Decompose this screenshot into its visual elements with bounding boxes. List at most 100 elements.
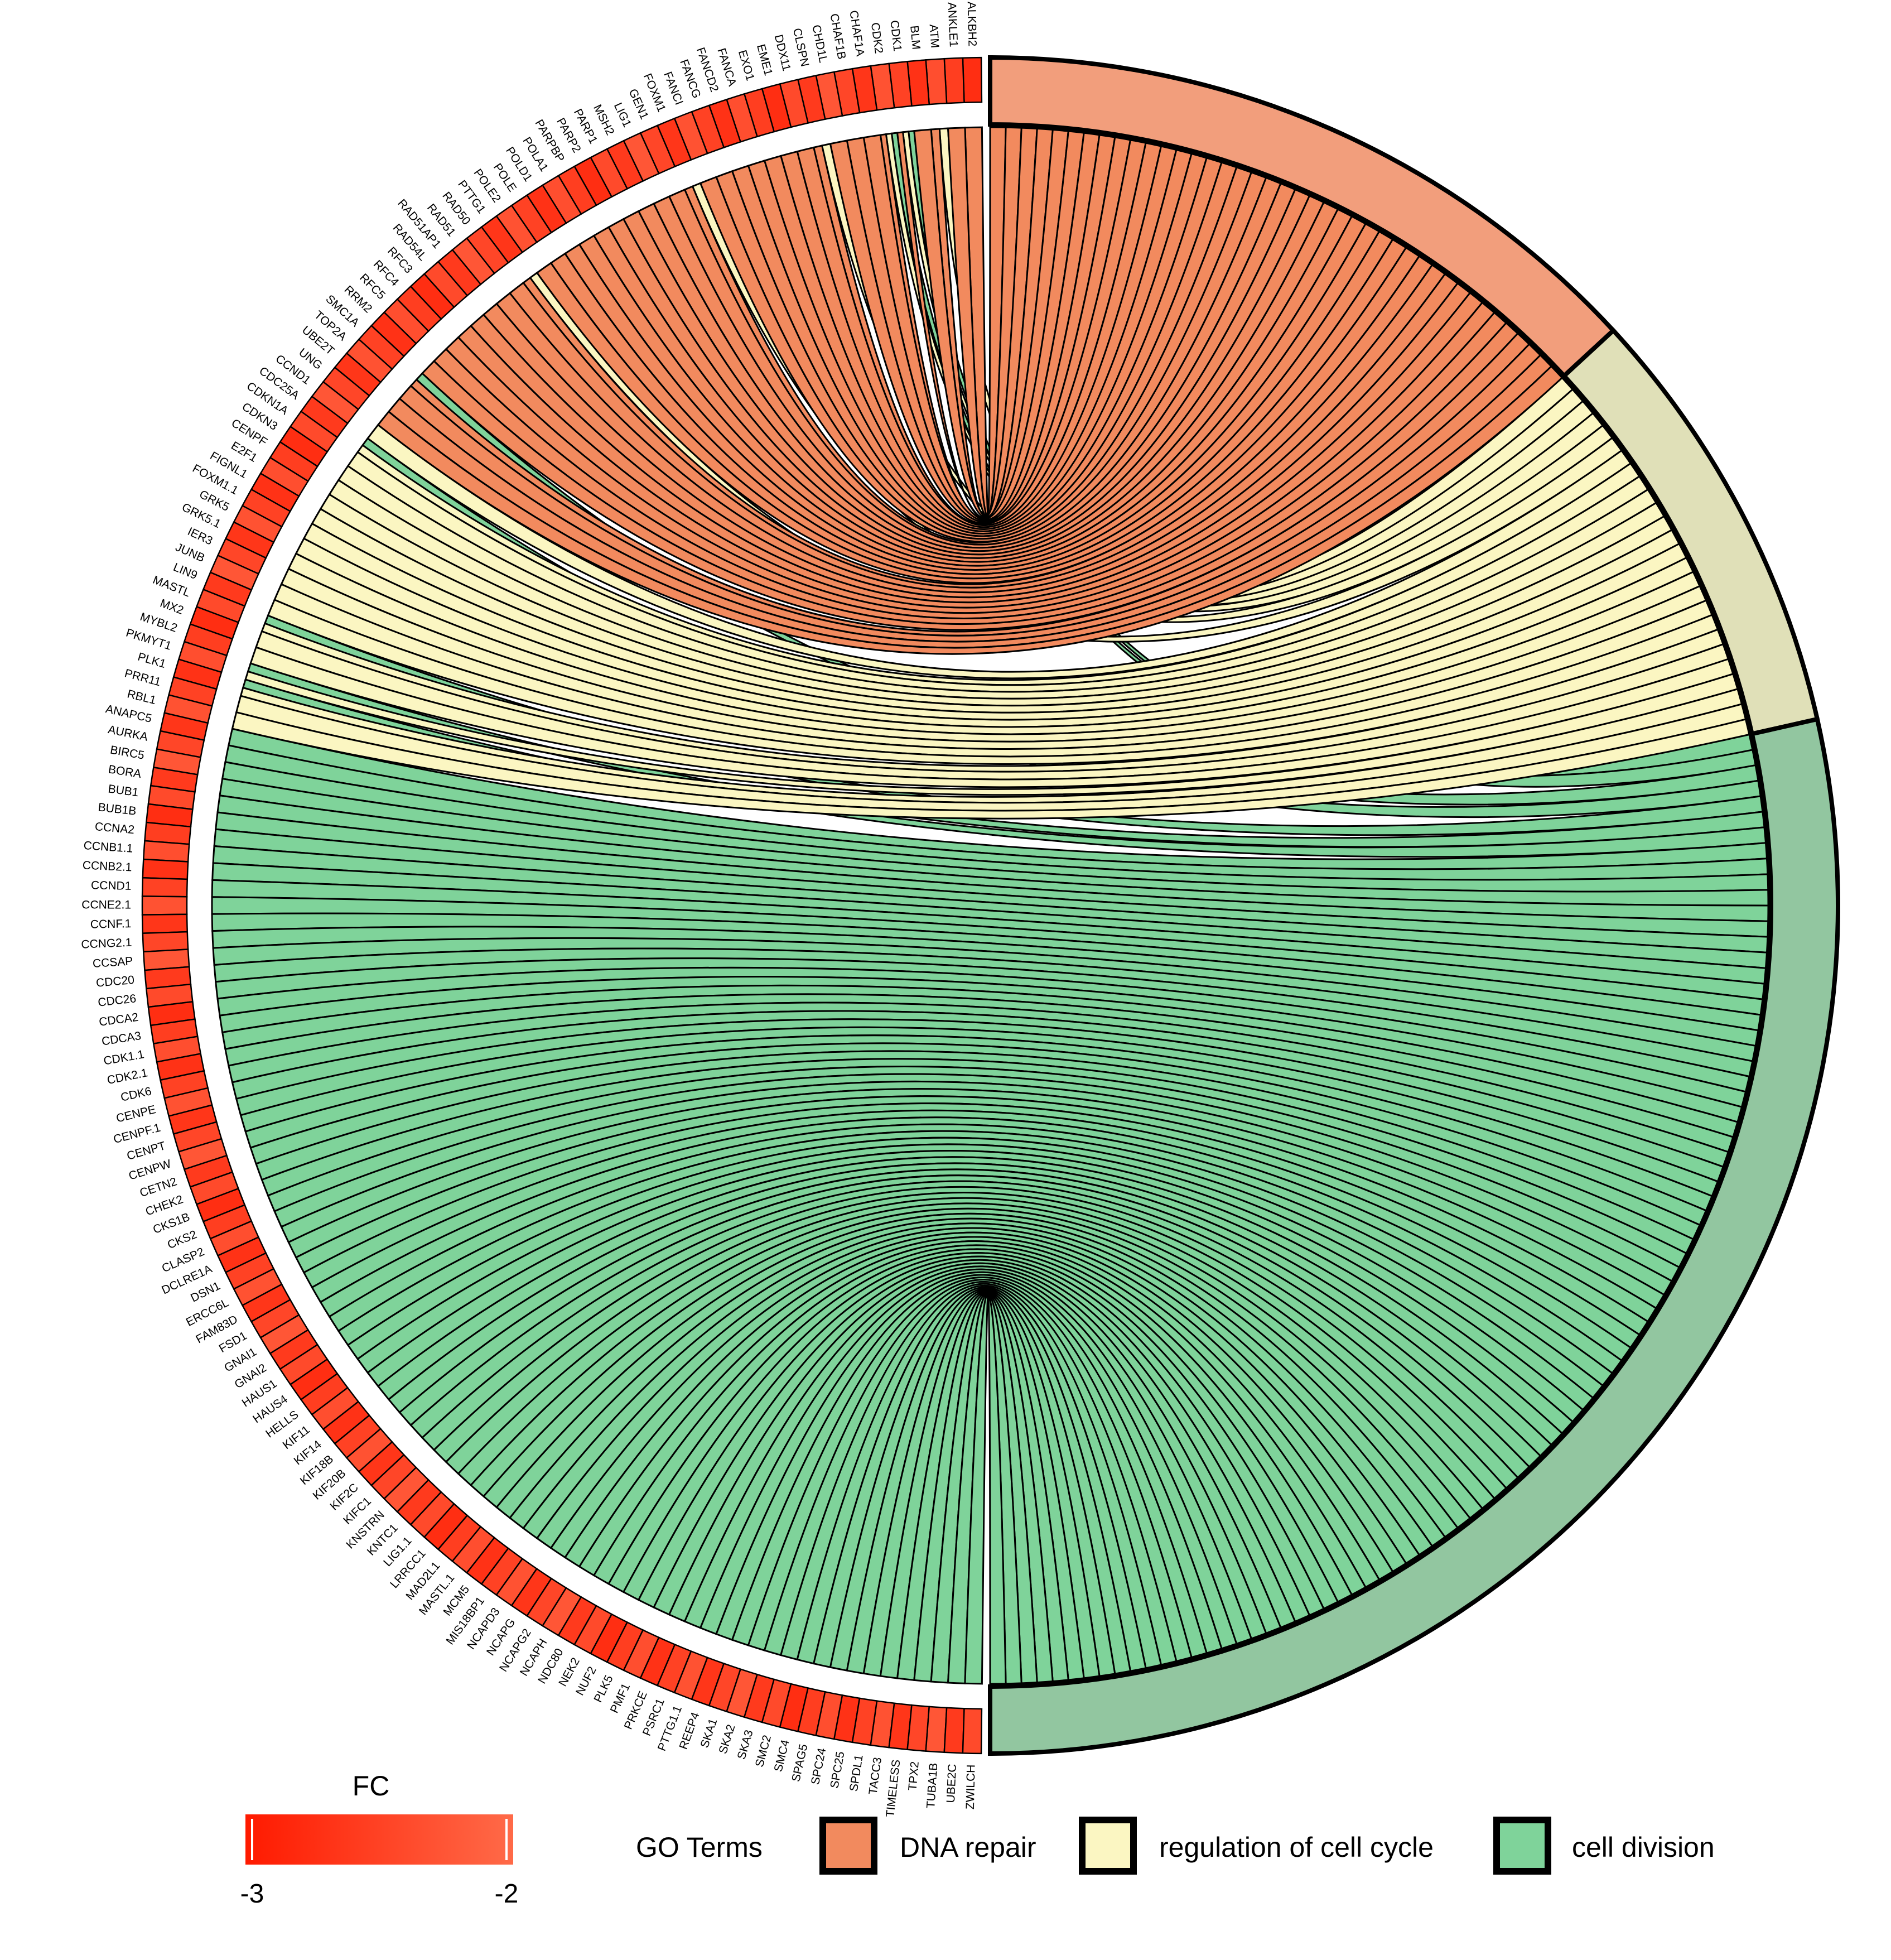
gene-cell-kif14 [322, 1400, 370, 1445]
gene-cell-nuf2 [590, 1613, 629, 1663]
gene-cell-fancd2 [708, 98, 742, 148]
go-legend-item-dna-repair: DNA repair [819, 1817, 1036, 1875]
gene-cell-fancg [691, 104, 725, 155]
gene-cell-cenpf [269, 441, 319, 483]
gene-label: PRR11 [123, 667, 162, 688]
gene-label: CCNF.1 [90, 917, 132, 931]
gene-cell-pmf1 [623, 1629, 660, 1679]
gene-label: CENPE [115, 1103, 157, 1125]
gene-cell-cenpe [163, 1087, 213, 1117]
gene-cell-reep4 [691, 1656, 725, 1707]
gene-cell-ccng2.1 [142, 931, 189, 953]
chord-link-dna-repair-ung [377, 365, 1564, 655]
gene-label: RBL1 [126, 687, 157, 707]
gene-cell-cdk2 [870, 62, 895, 111]
gene-cell-gnai1 [259, 1314, 309, 1355]
gene-label: TACC3 [867, 1756, 885, 1795]
gene-cell-tacc3 [870, 1700, 895, 1749]
gene-label: PLK1 [136, 651, 167, 671]
gene-cell-mad2l1 [437, 1514, 482, 1562]
gene-cell-pole [510, 194, 553, 243]
gene-cell-cdca2 [147, 1001, 196, 1027]
gene-cell-haus4 [289, 1358, 339, 1401]
gene-cell-ccnb2.1 [142, 858, 189, 880]
gene-cell-ska1 [708, 1663, 742, 1713]
gene-cell-spc25 [833, 1694, 861, 1744]
gene-cell-pttg1.1 [673, 1650, 708, 1701]
gene-label: ALKBH2 [965, 2, 979, 47]
chord-link-regulation-of-cell-cycle-rbl1 [231, 711, 1750, 820]
gene-label: TPX2 [906, 1761, 921, 1791]
gene-label: SPDL1 [847, 1754, 866, 1792]
gene-label: TIMELESS [884, 1759, 903, 1818]
fc-gradient-bar [245, 1814, 513, 1865]
gene-cell-cenpt [172, 1121, 223, 1153]
gene-cell-ncapg [510, 1568, 553, 1617]
gene-cell-ccnd1 [141, 877, 189, 898]
term-arc-cell-division [988, 716, 1840, 1756]
gene-cell-rfc5 [383, 298, 430, 345]
gene-cell-pole2 [495, 204, 538, 254]
gene-label: CCNE2.1 [81, 899, 131, 912]
gene-cell-cks1b [195, 1187, 246, 1223]
gene-cell-kif11 [311, 1386, 360, 1431]
gene-cell-ccne2.1 [141, 895, 188, 916]
gene-cell-ercc6l [233, 1268, 283, 1307]
gene-cell-grk5.1 [224, 521, 275, 559]
gene-cell-bub1 [147, 784, 196, 810]
gene-label: MX2 [158, 597, 185, 617]
gene-cell-ube2t [334, 352, 382, 397]
gene-label: CHAF1B [827, 13, 848, 61]
gene-label: SKA3 [735, 1728, 756, 1761]
gene-label: DDX11 [772, 33, 793, 73]
gene-label: TUBA1B [924, 1762, 940, 1809]
gene-cell-fanci [673, 110, 708, 161]
legend-label-regulation-of-cell-cycle: regulation of cell cycle [1159, 1832, 1434, 1863]
gene-label: CDK2 [869, 22, 885, 55]
gene-cell-top2a [345, 338, 393, 383]
gene-cell-fsd1 [250, 1298, 300, 1339]
gene-cell-chd1l [815, 71, 843, 121]
legend-swatch-regulation-of-cell-cycle [1079, 1817, 1137, 1875]
gene-label: AURKA [107, 723, 149, 744]
gene-cell-cenpw [177, 1138, 228, 1171]
gene-label: CDK1.1 [103, 1048, 145, 1067]
gene-cell-rbl1 [163, 694, 213, 724]
gene-label: CCNB1.1 [83, 839, 133, 855]
gene-cell-cdk6 [160, 1070, 209, 1099]
gene-label: SPC25 [828, 1751, 847, 1790]
gene-cell-bub1b [145, 803, 194, 828]
gene-cell-mybl2 [183, 623, 234, 657]
gene-cell-alkbh2 [962, 56, 983, 104]
gene-label: CCNG2.1 [81, 936, 132, 951]
gene-cell-cdkn1a [289, 410, 339, 453]
gene-cell-cetn2 [183, 1154, 234, 1188]
gene-cell-fam83d [241, 1283, 291, 1323]
gene-cell-ncapd3 [495, 1557, 538, 1607]
gene-cell-kntc1 [396, 1479, 442, 1526]
gene-cell-msh2 [606, 139, 644, 190]
gene-cell-cdca3 [149, 1018, 199, 1045]
gene-label: BUB1 [107, 782, 139, 799]
gene-cell-mcm5 [466, 1537, 509, 1585]
gene-label: EME1 [754, 43, 775, 77]
gene-cell-timeless [888, 1702, 913, 1751]
gene-cell-mastl [195, 588, 246, 624]
gene-label: CHAF1A [847, 9, 866, 57]
gene-cell-rad51 [451, 237, 496, 286]
chord-link-regulation-of-cell-cycle-pkmyt1 [244, 670, 1739, 796]
gene-cell-ccsap [142, 948, 190, 971]
gene-fc-cells [141, 56, 983, 1755]
gene-cell-plk1 [172, 658, 223, 690]
gene-cell-ncaph [541, 1587, 582, 1636]
gene-label: ANAPC5 [104, 702, 153, 725]
go-legend-item-cell-division: cell division [1493, 1817, 1715, 1875]
gene-cell-tpx2 [906, 1704, 930, 1752]
gene-cell-fanca [726, 93, 759, 143]
gene-cell-ska3 [743, 1673, 775, 1723]
chord-link-cell-division-zwilch [964, 1293, 1007, 1685]
gene-cell-nek2 [573, 1605, 613, 1655]
gene-label: SPAG5 [789, 1743, 810, 1783]
gene-cell-rrm2 [370, 311, 417, 358]
